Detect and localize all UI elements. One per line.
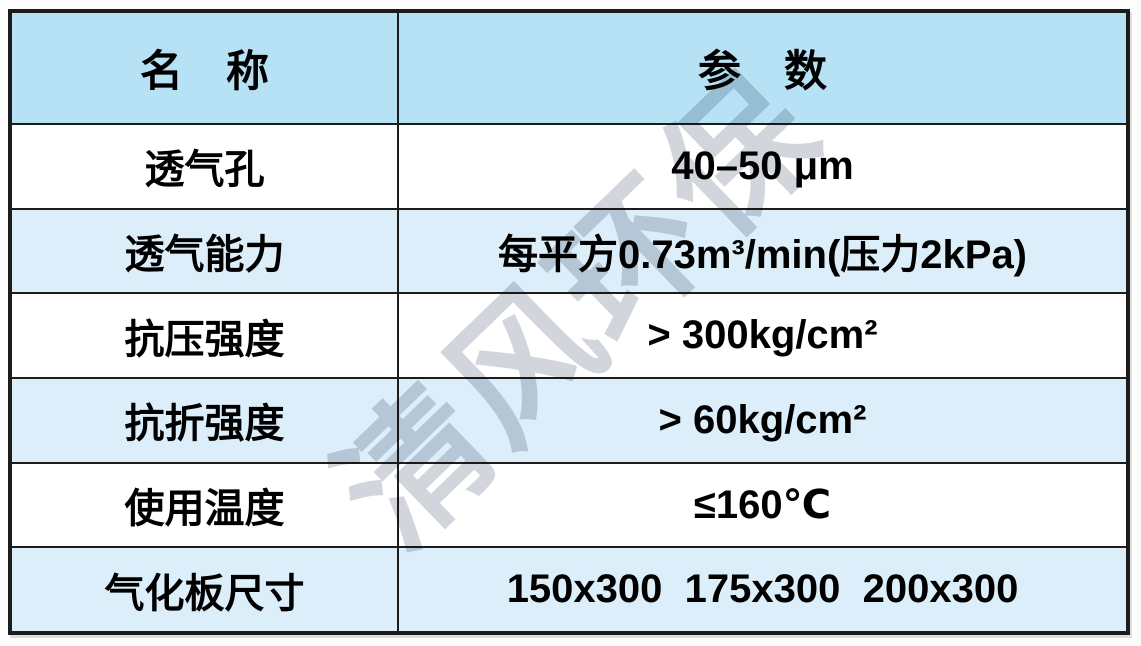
table-row: 透气孔 40–50 μm bbox=[12, 123, 1126, 208]
spec-value-cell: 150x300 175x300 200x300 bbox=[399, 548, 1126, 631]
header-name-cell: 名 称 bbox=[12, 13, 399, 123]
spec-name-cell: 抗折强度 bbox=[12, 379, 399, 462]
spec-name: 透气能力 bbox=[124, 233, 285, 277]
spec-value: > 300kg/cm² bbox=[647, 313, 878, 358]
table-row: 透气能力 每平方0.73m³/min(压力2kPa) bbox=[12, 207, 1126, 293]
spec-name-cell: 抗压强度 bbox=[12, 294, 399, 378]
table-row: 使用温度 ≤160℃ bbox=[12, 461, 1126, 547]
spec-name: 透气孔 bbox=[144, 148, 265, 193]
spec-value-cell: ≤160℃ bbox=[399, 464, 1126, 547]
spec-value: 40–50 μm bbox=[671, 143, 854, 188]
spec-value-cell: 40–50 μm bbox=[399, 125, 1126, 208]
table-row: 抗压强度 > 300kg/cm² bbox=[12, 292, 1126, 378]
table-row: 抗折强度 > 60kg/cm² bbox=[12, 377, 1126, 462]
table-row: 气化板尺寸 150x300 175x300 200x300 bbox=[12, 546, 1126, 632]
spec-name: 抗折强度 bbox=[124, 402, 285, 447]
header-name-label: 名 称 bbox=[140, 48, 269, 96]
header-param-cell: 参 数 bbox=[399, 13, 1126, 123]
spec-value-cell: 每平方0.73m³/min(压力2kPa) bbox=[399, 210, 1126, 293]
spec-value-cell: > 300kg/cm² bbox=[399, 294, 1126, 377]
spec-name-cell: 透气孔 bbox=[12, 125, 399, 208]
spec-value: > 60kg/cm² bbox=[658, 397, 867, 442]
spec-name-cell: 透气能力 bbox=[12, 209, 399, 293]
spec-value: 每平方0.73m³/min(压力2kPa) bbox=[497, 233, 1028, 277]
spec-value: ≤160℃ bbox=[693, 483, 832, 528]
spec-name: 使用温度 bbox=[124, 487, 285, 532]
spec-name-cell: 使用温度 bbox=[12, 463, 399, 547]
table-header-row: 名 称 参 数 bbox=[12, 13, 1126, 123]
spec-table: 名 称 参 数 透气孔 40–50 μm 透气能力 每平方0.73m³/min(… bbox=[8, 9, 1130, 635]
header-param-label: 参 数 bbox=[698, 48, 827, 96]
spec-name: 气化板尺寸 bbox=[104, 571, 305, 616]
spec-value: 150x300 175x300 200x300 bbox=[506, 567, 1019, 612]
spec-value-cell: > 60kg/cm² bbox=[399, 379, 1126, 462]
spec-name-cell: 气化板尺寸 bbox=[12, 548, 399, 632]
spec-name: 抗压强度 bbox=[124, 317, 285, 362]
